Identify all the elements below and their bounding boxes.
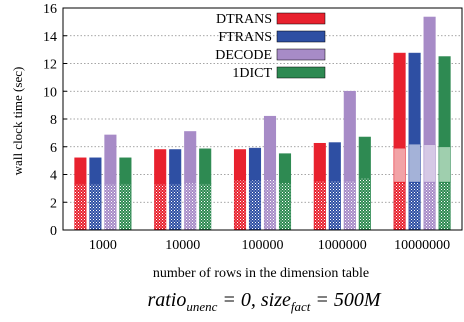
legend: DTRANS FTRANS DECODE 1DICT — [215, 12, 326, 81]
legend-swatch — [276, 30, 326, 43]
bar-lower-decode-100000 — [263, 179, 277, 231]
bar-upper-decode-1000 — [104, 134, 117, 184]
condition-annotation: ratiounenc = 0, sizefact = 500M — [147, 289, 381, 314]
y-tick-label: 2 — [50, 196, 57, 211]
bar-lower-decode-10000 — [184, 182, 197, 231]
bar-upper-ftrans-1000 — [89, 157, 102, 184]
bar-lower-decode-1000 — [104, 183, 117, 231]
bar-upper-1dict-1000 — [119, 157, 132, 184]
y-tick-label: 12 — [43, 58, 57, 73]
y-tick-label: 0 — [50, 224, 57, 239]
bar-upper-decode-1000000 — [343, 90, 356, 182]
bar-lower-dtrans-1000 — [74, 183, 87, 231]
legend-label: DTRANS — [216, 12, 272, 27]
bar-lower-ftrans-1000000 — [328, 180, 341, 231]
bar-upper-decode-10000 — [184, 131, 197, 184]
y-tick-label: 6 — [50, 141, 57, 156]
bar-upper-dtrans-1000000 — [313, 142, 326, 182]
bar-lower-ftrans-1000 — [89, 183, 102, 231]
y-tick-label: 8 — [50, 113, 57, 128]
y-tick-label: 10 — [43, 85, 57, 100]
bar-lower-dtrans-1000000 — [313, 180, 326, 231]
bar-lower-1dict-10000000 — [438, 181, 451, 231]
bar-upper-ftrans-10000000 — [408, 52, 421, 145]
bar-middle-1dict-10000000 — [438, 146, 451, 183]
legend-swatch — [276, 66, 326, 79]
bar-lower-decode-1000000 — [343, 180, 356, 231]
bar-upper-1dict-10000000 — [438, 56, 451, 148]
bar-middle-dtrans-10000000 — [393, 147, 406, 183]
x-tick-label: 10000000 — [394, 238, 450, 253]
bar-upper-1dict-1000000 — [358, 136, 371, 179]
bar-lower-1dict-1000 — [119, 183, 132, 231]
bar-lower-1dict-100000 — [278, 182, 292, 231]
bar-upper-dtrans-10000 — [154, 149, 167, 184]
bar-lower-1dict-10000 — [199, 183, 212, 231]
x-axis-label: number of rows in the dimension table — [153, 266, 369, 281]
legend-swatch — [276, 12, 326, 25]
bar-upper-1dict-10000 — [199, 148, 212, 184]
y-axis-label: wall clock time (sec) — [10, 67, 25, 176]
legend-label: DECODE — [215, 48, 272, 63]
bar-upper-decode-100000 — [263, 115, 277, 180]
bar-middle-ftrans-10000000 — [408, 143, 421, 183]
x-tick-label: 1000 — [89, 238, 117, 253]
legend-label: FTRANS — [218, 30, 272, 45]
bar-series — [74, 16, 451, 231]
bar-lower-dtrans-10000000 — [393, 181, 406, 231]
bar-upper-decode-10000000 — [423, 16, 436, 145]
x-tick-label: 100000 — [242, 238, 284, 253]
bar-lower-ftrans-10000 — [169, 183, 182, 231]
y-tick-labels: 0 2 4 6 8 10 12 14 16 — [43, 2, 67, 239]
bar-upper-1dict-100000 — [278, 153, 292, 184]
bar-lower-ftrans-10000000 — [408, 181, 421, 231]
bar-upper-dtrans-10000000 — [393, 52, 406, 149]
legend-swatch — [276, 48, 326, 61]
bar-upper-ftrans-10000 — [169, 149, 182, 184]
bar-middle-decode-10000000 — [423, 144, 436, 183]
bar-upper-dtrans-100000 — [233, 149, 247, 181]
x-tick-label: 10000 — [165, 238, 200, 253]
y-tick-label: 4 — [50, 169, 57, 184]
bar-lower-1dict-1000000 — [358, 177, 371, 231]
y-tick-label: 14 — [43, 30, 57, 45]
x-tick-labels: 1000 10000 100000 1000000 10000000 — [89, 238, 450, 253]
legend-label: 1DICT — [232, 66, 272, 81]
bar-lower-decode-10000000 — [423, 181, 436, 231]
bar-lower-dtrans-10000 — [154, 183, 167, 231]
bar-upper-ftrans-100000 — [248, 147, 262, 181]
x-tick-label: 1000000 — [318, 238, 367, 253]
bar-upper-dtrans-1000 — [74, 157, 87, 184]
y-tick-label: 16 — [43, 2, 57, 17]
bar-lower-dtrans-100000 — [233, 179, 247, 231]
bar-upper-ftrans-1000000 — [328, 142, 341, 182]
bar-lower-ftrans-100000 — [248, 179, 262, 231]
